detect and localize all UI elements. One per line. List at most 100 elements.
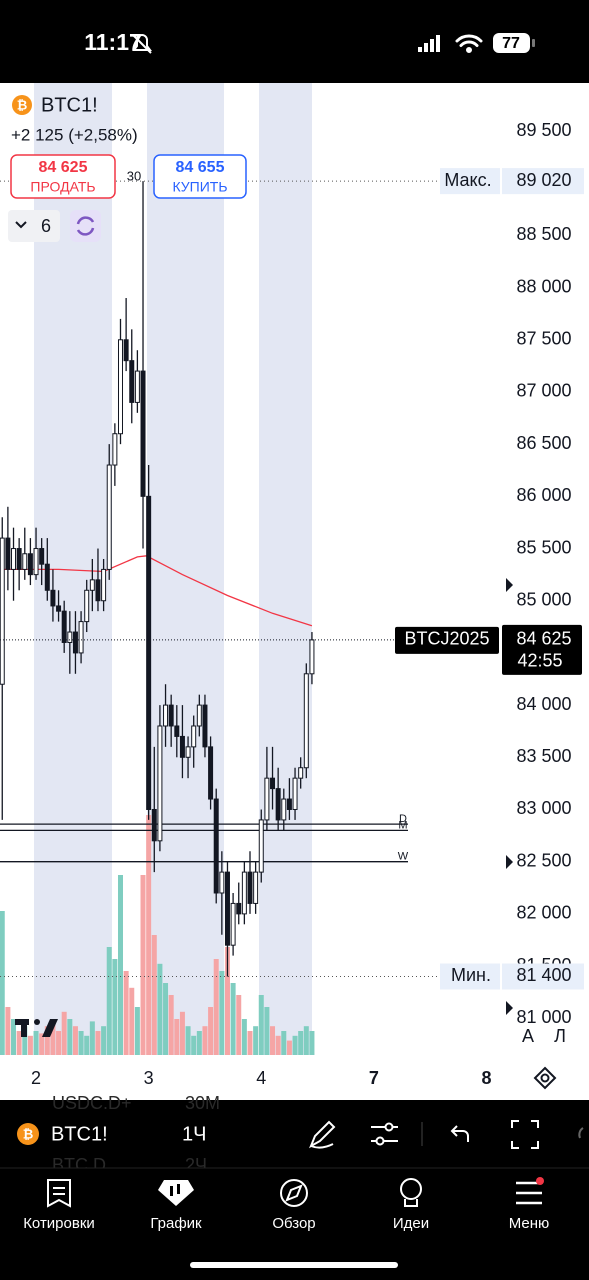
level-label: M bbox=[398, 819, 407, 831]
volume-bar bbox=[117, 875, 123, 1055]
volume-bar bbox=[78, 1031, 84, 1055]
volume-bar bbox=[33, 1031, 39, 1055]
tab-label[interactable]: Меню bbox=[509, 1215, 550, 1232]
volume-bar bbox=[112, 959, 118, 1055]
coin-glyph: ₿ bbox=[23, 1126, 34, 1141]
volume-bar bbox=[140, 875, 146, 1055]
min-label: Мин. bbox=[451, 965, 491, 985]
volume-bar bbox=[89, 1021, 95, 1055]
candle-body bbox=[309, 639, 315, 675]
last-value-box bbox=[502, 624, 582, 675]
x-tick-label: 4 bbox=[256, 1068, 266, 1088]
clock: 11:17 bbox=[84, 29, 142, 55]
level-label: D bbox=[399, 813, 407, 825]
countdown: 42:55 bbox=[517, 651, 562, 671]
volume-bar bbox=[292, 1035, 298, 1055]
buy-button[interactable] bbox=[153, 154, 247, 199]
min-label-box bbox=[440, 963, 500, 990]
hidden-symbol: USDC.D+ bbox=[52, 1093, 132, 1113]
volume-bar bbox=[151, 935, 157, 1055]
auto-scale[interactable]: А bbox=[522, 1026, 534, 1046]
indicators-toggle[interactable] bbox=[8, 210, 60, 242]
candle-body bbox=[134, 370, 140, 403]
indicators-count: 6 bbox=[41, 216, 51, 236]
volume-bar bbox=[253, 1026, 259, 1055]
volume-bar bbox=[146, 815, 152, 1055]
tab-label[interactable]: Котировки bbox=[23, 1215, 95, 1232]
candle-body bbox=[196, 704, 202, 727]
volume-bar bbox=[5, 1007, 11, 1055]
sell-button[interactable] bbox=[10, 154, 116, 199]
candle-body bbox=[213, 798, 219, 894]
refresh-icon bbox=[76, 216, 95, 236]
chart-icon[interactable] bbox=[158, 1180, 194, 1206]
candle-body bbox=[168, 704, 174, 727]
candle-body bbox=[230, 902, 236, 946]
battery-tip bbox=[532, 39, 535, 47]
refresh-button[interactable] bbox=[70, 210, 101, 242]
tab-label[interactable]: Обзор bbox=[272, 1215, 315, 1232]
candle-body bbox=[236, 902, 242, 915]
coin-icon bbox=[17, 1123, 39, 1145]
candle-body bbox=[84, 589, 90, 623]
axis-marker bbox=[506, 578, 513, 592]
settings-icon[interactable] bbox=[533, 1066, 557, 1090]
volume-bar bbox=[264, 1007, 270, 1055]
ideas-icon[interactable] bbox=[400, 1178, 422, 1207]
candle-body bbox=[0, 537, 5, 685]
y-tick-label: 81 000 bbox=[516, 1007, 571, 1027]
toolbar-interval[interactable]: 1Ч bbox=[182, 1123, 206, 1145]
status-bar bbox=[0, 0, 589, 83]
log-scale[interactable]: Л bbox=[554, 1026, 566, 1046]
menu-icon[interactable] bbox=[516, 1181, 542, 1205]
y-tick-label: 82 500 bbox=[516, 850, 571, 870]
axis-marker bbox=[506, 1001, 513, 1015]
more[interactable] bbox=[578, 1127, 584, 1139]
last-value: 84 625 bbox=[516, 629, 571, 649]
symbol[interactable]: BTC1! bbox=[41, 94, 98, 116]
y-tick-label: 82 000 bbox=[516, 903, 571, 923]
sell-price: 84 625 bbox=[39, 159, 88, 176]
candle-body bbox=[224, 871, 230, 946]
volume-bar bbox=[236, 995, 242, 1055]
candle-body bbox=[163, 704, 169, 727]
volume-bar bbox=[50, 1021, 56, 1055]
volume-bar bbox=[196, 1031, 202, 1055]
sell-label: ПРОДАТЬ bbox=[30, 179, 95, 195]
candle-body bbox=[202, 704, 208, 748]
volume-bar bbox=[247, 1031, 253, 1055]
candle-body bbox=[219, 871, 225, 894]
candle-body bbox=[179, 735, 185, 758]
axis-marker bbox=[506, 855, 513, 869]
tab-label[interactable]: График bbox=[150, 1215, 202, 1232]
signal-icon bbox=[418, 35, 440, 52]
y-tick-label: 83 500 bbox=[516, 746, 571, 766]
volume-bar bbox=[185, 1026, 191, 1055]
candle-body bbox=[67, 631, 73, 643]
tab-label[interactable]: Идеи bbox=[393, 1215, 429, 1232]
candle-body bbox=[72, 631, 78, 654]
fullscreen[interactable] bbox=[511, 1120, 539, 1149]
candle-body bbox=[303, 673, 309, 769]
y-tick-label: 88 500 bbox=[516, 224, 571, 244]
toolbar-symbol[interactable]: BTC1! bbox=[51, 1123, 108, 1145]
x-tick-label: 8 bbox=[481, 1068, 491, 1088]
candle-body bbox=[56, 605, 62, 612]
volume-bar bbox=[230, 983, 236, 1055]
quotes-icon[interactable] bbox=[47, 1179, 71, 1208]
explore-icon[interactable] bbox=[280, 1179, 308, 1207]
axis-mask bbox=[502, 989, 589, 1006]
mute-icon bbox=[132, 34, 152, 54]
volume-bar bbox=[258, 995, 264, 1055]
y-tick-label: 85 500 bbox=[516, 537, 571, 557]
volume-bar bbox=[134, 1007, 140, 1055]
candle-body bbox=[39, 548, 45, 565]
volume-bar bbox=[168, 995, 174, 1055]
drawing-tool[interactable] bbox=[309, 1120, 336, 1149]
candle-body bbox=[292, 777, 298, 810]
volume-bar bbox=[270, 1026, 276, 1055]
battery bbox=[493, 33, 530, 53]
indicators-tool[interactable] bbox=[371, 1122, 398, 1146]
undo[interactable] bbox=[450, 1125, 469, 1142]
